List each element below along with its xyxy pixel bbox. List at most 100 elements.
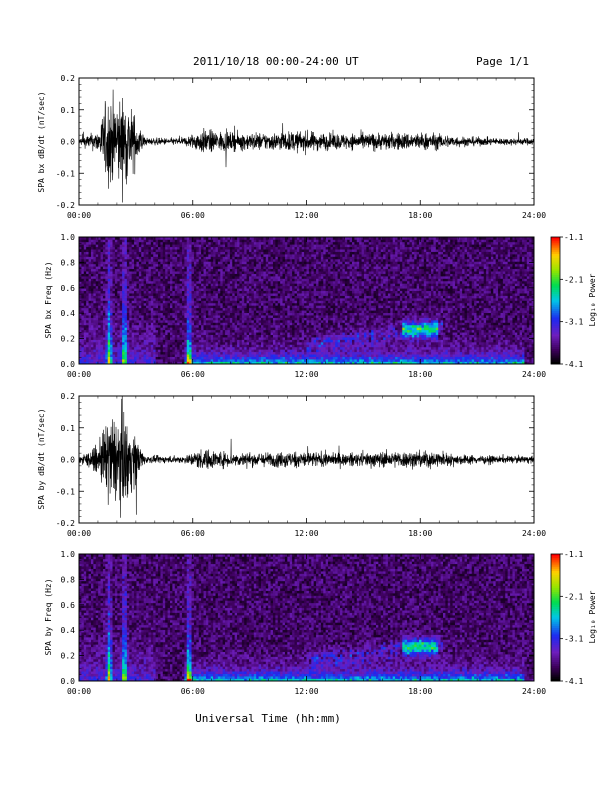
- spectrogram-cell: [93, 334, 97, 338]
- spectrogram-cell: [148, 346, 152, 350]
- spectrogram-cell: [280, 283, 283, 287]
- spectrogram-cell: [150, 361, 154, 365]
- spectrogram-cell: [174, 295, 178, 299]
- spectrogram-cell: [258, 290, 262, 294]
- spectrogram-cell: [203, 276, 207, 279]
- spectrogram-cell: [287, 354, 291, 357]
- spectrogram-cell: [277, 278, 281, 282]
- spectrogram-cell: [213, 249, 216, 252]
- spectrogram-cell: [272, 283, 276, 287]
- spectrogram-cell: [225, 337, 228, 340]
- spectrogram-cell: [172, 351, 176, 355]
- spectrogram-cell: [201, 293, 204, 296]
- spectrogram-cell: [280, 278, 283, 282]
- spectrogram-cell: [88, 334, 92, 338]
- spectrogram-cell: [251, 288, 255, 292]
- spectrogram-cell: [170, 280, 173, 284]
- spectrogram-cell: [268, 349, 271, 353]
- spectrogram-cell: [112, 239, 116, 243]
- spectrogram-cell: [81, 334, 85, 338]
- spectrogram-cell: [249, 241, 252, 245]
- spectrogram-cell: [112, 339, 116, 343]
- spectrogram-cell: [79, 283, 82, 287]
- spectrogram-cell: [136, 251, 140, 255]
- spectrogram-cell: [237, 361, 240, 365]
- spectrogram-cell: [114, 334, 118, 338]
- spectrogram-cell: [239, 300, 243, 304]
- spectrogram-cell: [244, 342, 247, 345]
- spectrogram-cell: [301, 349, 305, 353]
- spectrogram-cell: [227, 266, 231, 270]
- spectrogram-cell: [79, 295, 82, 299]
- spectrogram-cell: [102, 241, 106, 245]
- spectrogram-cell: [155, 310, 159, 314]
- spectrogram-cell: [234, 359, 238, 362]
- spectrogram-cell: [119, 337, 123, 340]
- spectrogram-cell: [227, 361, 231, 365]
- spectrogram-cell: [239, 258, 243, 262]
- spectrogram-cell: [165, 237, 168, 240]
- spectrogram-cell: [107, 241, 111, 245]
- spectrogram-cell: [220, 317, 223, 321]
- spectrogram-cell: [239, 334, 243, 338]
- spectrogram-cell: [210, 256, 214, 260]
- spectrogram-cell: [227, 241, 231, 245]
- spectrogram-cell: [277, 334, 281, 338]
- spectrogram-cell: [265, 285, 269, 289]
- spectrogram-cell: [227, 293, 231, 296]
- spectrogram-cell: [265, 254, 269, 257]
- spectrogram-cell: [160, 285, 164, 289]
- spectrogram-cell: [100, 332, 104, 335]
- spectrogram-cell: [256, 288, 259, 292]
- spectrogram-cell: [184, 256, 188, 260]
- spectrogram-cell: [294, 273, 298, 277]
- spectrogram-cell: [146, 310, 149, 314]
- spectrogram-cell: [100, 302, 104, 306]
- spectrogram-cell: [220, 246, 223, 250]
- spectrogram-cell: [86, 283, 89, 287]
- spectrogram-cell: [172, 339, 176, 343]
- spectrogram-cell: [225, 266, 228, 270]
- spectrogram-cell: [184, 283, 188, 287]
- spectrogram-cell: [134, 256, 137, 260]
- spectrogram-cell: [301, 293, 305, 296]
- spectrogram-cell: [198, 246, 202, 250]
- spectrogram-cell: [146, 290, 149, 294]
- spectrogram-cell: [165, 278, 168, 282]
- spectrogram-cell: [160, 307, 164, 311]
- spectrogram-cell: [93, 351, 97, 355]
- spectrogram-cell: [203, 346, 207, 350]
- spectrogram-cell: [280, 295, 283, 299]
- spectrogram-cell: [162, 263, 166, 267]
- spectrogram-cell: [83, 263, 87, 267]
- spectrogram-cell: [179, 307, 183, 311]
- spectrogram-cell: [270, 339, 274, 343]
- spectrogram-cell: [162, 237, 166, 240]
- spectrogram-cell: [256, 310, 259, 314]
- spectrogram-cell: [249, 266, 252, 270]
- spectrogram-cell: [210, 320, 214, 323]
- spectrogram-cell: [138, 359, 142, 362]
- spectrogram-cell: [98, 290, 101, 294]
- spectrogram-cell: [287, 239, 291, 243]
- spectrogram-cell: [167, 312, 171, 316]
- spectrogram-cell: [229, 334, 233, 338]
- spectrogram-cell: [114, 305, 118, 309]
- spectrogram-cell: [263, 239, 267, 243]
- spectrogram-cell: [117, 315, 121, 318]
- spectrogram-cell: [217, 327, 221, 331]
- spectrogram-cell: [237, 271, 240, 274]
- spectrogram-cell: [124, 285, 128, 289]
- spectrogram-cell: [208, 310, 212, 314]
- spectrogram-cell: [153, 256, 156, 260]
- spectrogram-cell: [134, 239, 137, 243]
- spectrogram-cell: [146, 239, 149, 243]
- spectrogram-cell: [150, 263, 154, 267]
- spectrogram-cell: [227, 359, 231, 362]
- spectrogram-cell: [265, 300, 269, 304]
- spectrogram-cell: [239, 361, 243, 365]
- spectrogram-cell: [272, 354, 276, 357]
- spectrogram-cell: [148, 332, 152, 335]
- spectrogram-cell: [100, 315, 104, 318]
- spectrogram-cell: [261, 307, 264, 311]
